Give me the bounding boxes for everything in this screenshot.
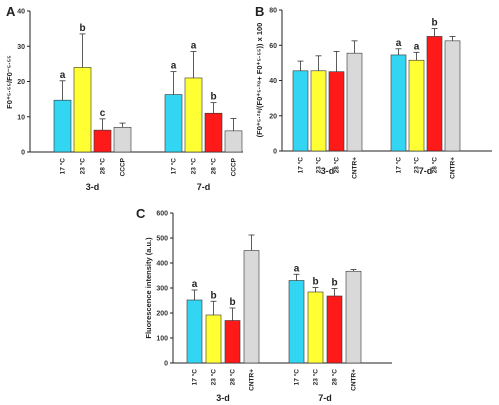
y-tick-label: 40 [17,9,25,16]
significance-letter: a [414,41,420,52]
bar [186,299,203,364]
category-label: 28 °C [99,158,107,175]
category-label: 23 °C [210,369,218,386]
bar [326,295,343,364]
y-tick-label: 400 [156,261,168,268]
significance-letter: a [192,279,198,290]
category-label: 23 °C [79,158,87,175]
y-tick-label: 40 [269,78,277,85]
category-label: 17 °C [170,158,178,175]
y-tick-label: 0 [273,149,277,156]
y-tick-label: 80 [269,8,277,15]
category-label: 28 °C [210,158,218,175]
group-label: 7-d [318,393,332,403]
group-label: 3-d [86,182,100,192]
bar [390,54,407,152]
panel-a: A 0 10 20 30 40 F0⁺⁵·⁵⁵/F0⁻⁵·⁵⁵ a 17 °C b 23 °C c 28… [5,4,243,192]
bar [307,291,324,364]
category-label: 23 °C [413,157,421,174]
bar [73,67,92,153]
significance-letter: c [100,108,106,119]
bar [292,70,309,152]
bar [288,280,305,364]
bar [164,94,183,153]
category-label: CNTR+ [351,369,358,391]
significance-letter: b [210,92,216,103]
bar [93,129,112,153]
y-tick-label: 200 [156,311,168,318]
group-label: 7-d [419,166,433,176]
group-label: 7-d [197,182,211,192]
y-tick-label: 600 [156,211,168,218]
y-tick-label: 20 [17,79,25,86]
category-label: 23 °C [315,157,323,174]
bar [444,40,461,152]
category-label: CNTR+ [352,157,359,179]
bar [328,71,345,152]
significance-letter: b [431,18,437,29]
category-label: 17 °C [293,369,301,386]
category-label: 28 °C [333,157,341,174]
category-label: 17 °C [395,157,403,174]
category-label: 17 °C [191,369,199,386]
category-label: CNTR+ [450,157,457,179]
panel-c: C 0 100 200 300 400 500 600 Fluorescence intensi… [136,206,392,403]
y-tick-label: 300 [156,286,168,293]
panel-letter: A [6,4,16,19]
group-label: 3-d [321,166,335,176]
category-label: 23 °C [312,369,320,386]
bar [243,250,260,364]
category-label: 28 °C [229,369,237,386]
panel-b: B 0 20 40 60 80 (F0⁺⁵·²⁸/(F0⁺⁵·²⁸+ F0⁺⁵·⁵⁵)) x… [255,4,492,179]
significance-letter: a [294,263,300,274]
bar [408,59,425,152]
category-label: 23 °C [190,158,198,175]
bar [205,314,222,364]
significance-letter: b [79,23,85,34]
bar [224,320,241,364]
bar [113,127,132,153]
y-axis-label: (F0⁺⁵·²⁸/(F0⁺⁵·²⁸+ F0⁺⁵·⁵⁵)) x 100 [255,23,264,138]
significance-letter: b [331,278,337,289]
y-tick-label: 0 [21,150,25,157]
y-axis-label: F0⁺⁵·⁵⁵/F0⁻⁵·⁵⁵ [5,55,14,109]
significance-letter: a [60,70,66,81]
bar [346,52,363,152]
group-label: 3-d [216,393,230,403]
bar [224,130,243,153]
y-tick-label: 500 [156,236,168,243]
bar [426,36,443,152]
category-label: CNTR+ [249,369,256,391]
significance-letter: b [312,277,318,288]
bar [204,112,223,153]
panel-letter: B [255,4,264,19]
bar [53,99,72,153]
category-label: 28 °C [331,369,339,386]
panel-letter: C [136,206,146,221]
y-axis-label: Fluorescence intensity (a.u.) [144,237,153,339]
significance-letter: b [229,297,235,308]
significance-letter: a [191,41,197,52]
bar [310,70,327,152]
y-tick-label: 20 [269,113,277,120]
significance-letter: a [171,61,177,72]
category-label: CCCP [120,157,127,176]
y-tick-label: 0 [164,361,168,368]
significance-letter: b [210,290,216,301]
category-label: 17 °C [297,157,305,174]
bar [184,77,203,153]
significance-letter: a [396,38,402,49]
y-tick-label: 30 [17,44,25,51]
category-label: 17 °C [59,158,67,175]
y-tick-label: 10 [17,114,25,121]
category-label: 28 °C [431,157,439,174]
category-label: CCCP [231,157,238,176]
bar [345,270,362,364]
y-tick-label: 100 [156,336,168,343]
y-tick-label: 60 [269,43,277,50]
